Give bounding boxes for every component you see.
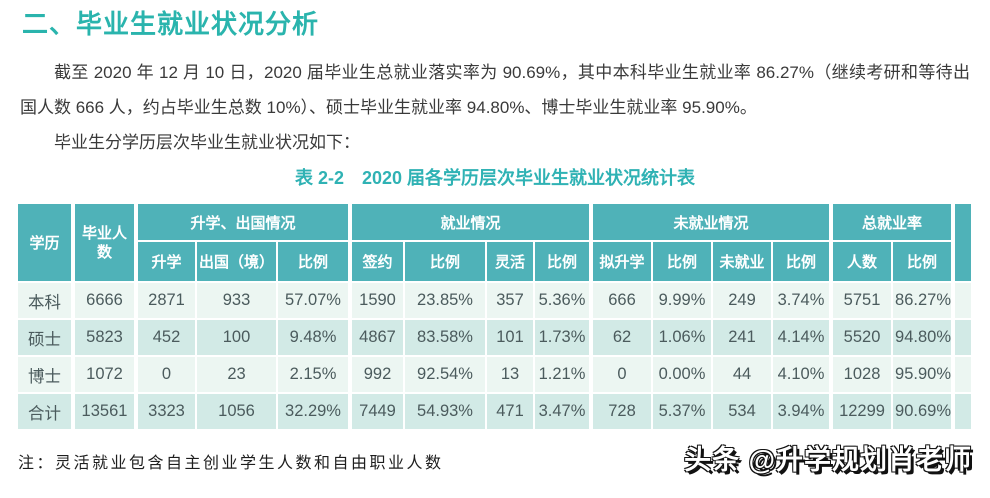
table-edge-strip [955, 204, 974, 283]
table-cell: 452 [138, 320, 197, 357]
sub-header-11: 比例 [773, 242, 834, 283]
sub-header-8: 拟升学 [593, 242, 654, 283]
table-sub-header-row: 升学 出国（境） 比例 签约 比例 灵活 比例 拟升学 比例 未就业 比例 人数 比例 [18, 242, 973, 283]
table-cell: 32.29% [278, 394, 352, 431]
table-cell: 44 [713, 357, 774, 394]
table-cell: 3.94% [773, 394, 834, 431]
table-edge-strip-cell [955, 283, 974, 320]
row-label: 博士 [18, 357, 75, 394]
table-cell: 0 [593, 357, 654, 394]
table-cell: 4867 [352, 320, 405, 357]
employment-table: 学历 毕业人数 升学、出国情况 就业情况 未就业情况 总就业率 升学 出国（境） 比例 签约 比例… [18, 204, 974, 431]
table-cell: 86.27% [893, 283, 956, 320]
footer-row: 注：灵活就业包含自主创业学生人数和自由职业人数 头条 @升学规划肖老师 [18, 438, 972, 477]
table-cell: 5520 [833, 320, 894, 357]
table-cell: 0 [138, 357, 197, 394]
footnote: 注：灵活就业包含自主创业学生人数和自由职业人数 [18, 455, 444, 472]
table-caption: 表 2-2 2020 届各学历层次毕业生就业状况统计表 [294, 168, 696, 188]
table-cell: 5.37% [653, 394, 714, 431]
sub-header-10: 未就业 [713, 242, 774, 283]
page-title: 二、毕业生就业状况分析 [22, 9, 320, 39]
table-group-header-row: 学历 毕业人数 升学、出国情况 就业情况 未就业情况 总就业率 [18, 204, 974, 283]
lead-in-line: 毕业生分学历层次毕业生就业状况如下： [54, 133, 360, 152]
table-row-1: 本科 6666 2871 933 57.07% 1590 23.85% 357 5.36% 666… [18, 283, 974, 320]
sub-header-9: 比例 [653, 242, 714, 283]
sub-header-7: 比例 [535, 242, 594, 283]
table-cell: 1072 [75, 357, 138, 394]
table-cell: 666 [593, 283, 654, 320]
sub-header-13: 比例 [893, 242, 956, 283]
table-cell: 1.21% [535, 357, 594, 394]
sub-header-5: 比例 [405, 242, 487, 283]
table-cell: 534 [713, 394, 774, 431]
table-edge-strip-cell [955, 357, 974, 394]
table-cell: 7449 [352, 394, 405, 431]
table-cell: 100 [197, 320, 278, 357]
table-cell: 94.80% [893, 320, 956, 357]
group-header-3: 升学、出国情况 [138, 204, 352, 242]
sub-header-2: 出国（境） [197, 242, 278, 283]
table-cell: 57.07% [278, 283, 352, 320]
table-body: 本科 6666 2871 933 57.07% 1590 23.85% 357 5.36% 666… [18, 283, 974, 431]
table-cell: 5823 [75, 320, 138, 357]
table-row-2: 硕士 5823 452 100 9.48% 4867 83.58% 101 1.73% 62 1.0… [18, 320, 974, 357]
table-cell: 992 [352, 357, 405, 394]
table-cell: 728 [593, 394, 654, 431]
table-cell: 2871 [138, 283, 197, 320]
sub-header-6: 灵活 [487, 242, 535, 283]
table-cell: 471 [487, 394, 535, 431]
table-cell: 1028 [833, 357, 894, 394]
table-cell: 9.99% [653, 283, 714, 320]
sub-header-3: 比例 [278, 242, 352, 283]
table-cell: 357 [487, 283, 535, 320]
table-cell: 54.93% [405, 394, 487, 431]
table-cell: 0.00% [653, 357, 714, 394]
row-label: 合计 [18, 394, 75, 431]
table-cell: 933 [197, 283, 278, 320]
sub-header-4: 签约 [352, 242, 405, 283]
table-cell: 13561 [75, 394, 138, 431]
table-cell: 4.14% [773, 320, 834, 357]
table-cell: 6666 [75, 283, 138, 320]
row-label: 硕士 [18, 320, 75, 357]
table-cell: 5.36% [535, 283, 594, 320]
table-cell: 241 [713, 320, 774, 357]
table-cell: 13 [487, 357, 535, 394]
table-cell: 2.15% [278, 357, 352, 394]
group-header-2: 毕业人数 [75, 204, 138, 283]
group-header-1: 学历 [18, 204, 75, 283]
table-cell: 1056 [197, 394, 278, 431]
table-cell: 23 [197, 357, 278, 394]
table-cell: 4.10% [773, 357, 834, 394]
table-row-3: 博士 1072 0 23 2.15% 992 92.54% 13 1.21% 0 0.00% 44 4.… [18, 357, 974, 394]
group-header-4: 就业情况 [352, 204, 594, 242]
sub-header-1: 升学 [138, 242, 197, 283]
table-cell: 83.58% [405, 320, 487, 357]
table-cell: 9.48% [278, 320, 352, 357]
table-cell: 101 [487, 320, 535, 357]
table-cell: 1.73% [535, 320, 594, 357]
table-row-4: 合计 13561 3323 1056 32.29% 7449 54.93% 471 3.47% 7… [18, 394, 974, 431]
table-edge-strip-cell [955, 394, 974, 431]
table-cell: 12299 [833, 394, 894, 431]
table-cell: 95.90% [893, 357, 956, 394]
table-edge-strip-cell [955, 320, 974, 357]
table-cell: 92.54% [405, 357, 487, 394]
table-cell: 1590 [352, 283, 405, 320]
row-label: 本科 [18, 283, 75, 320]
table-cell: 23.85% [405, 283, 487, 320]
table-cell: 3.47% [535, 394, 594, 431]
table-cell: 249 [713, 283, 774, 320]
watermark: 头条 @升学规划肖老师 [684, 445, 972, 475]
table-cell: 5751 [833, 283, 894, 320]
sub-header-12: 人数 [833, 242, 894, 283]
table-cell: 90.69% [893, 394, 956, 431]
table-cell: 3323 [138, 394, 197, 431]
group-header-6: 总就业率 [833, 204, 956, 242]
group-header-5: 未就业情况 [593, 204, 834, 242]
table-cell: 62 [593, 320, 654, 357]
table-cell: 1.06% [653, 320, 714, 357]
intro-paragraph: 截至 2020 年 12 月 10 日，2020 届毕业生总就业落实率为 90.… [20, 63, 970, 117]
table-cell: 3.74% [773, 283, 834, 320]
